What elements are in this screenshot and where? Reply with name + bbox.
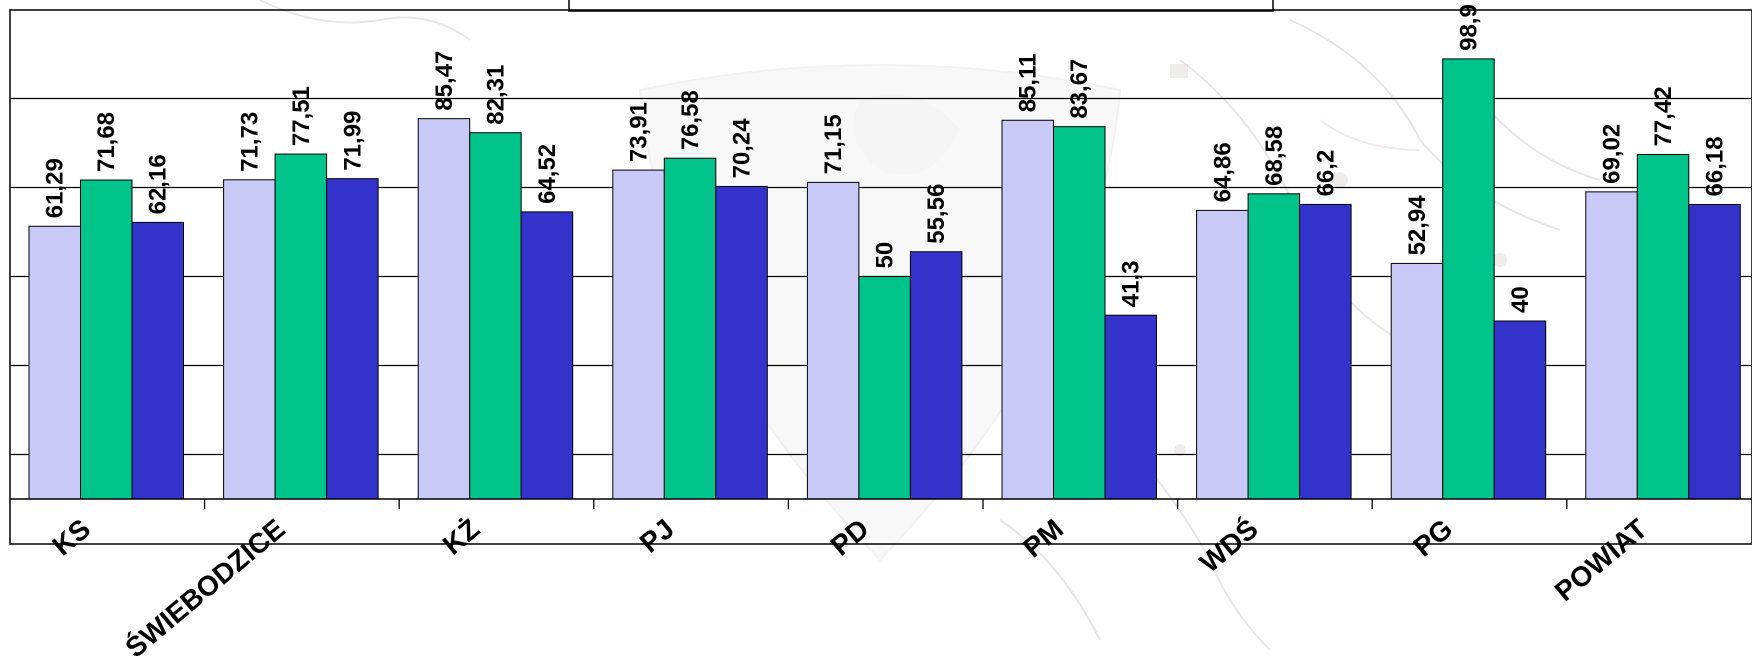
data-label: 68,58 [1261, 126, 1288, 186]
data-label: 50 [872, 242, 899, 269]
bar-POWIAT-s3 [1688, 203, 1741, 500]
chart-title-box [568, 0, 1274, 12]
bar-PD-s1 [806, 181, 860, 500]
data-label: 69,02 [1599, 124, 1626, 184]
data-label: 71,15 [820, 114, 847, 174]
bar-PM-s3 [1104, 314, 1157, 500]
data-label: 83,67 [1066, 59, 1093, 119]
bar-PG-s1 [1390, 262, 1444, 500]
bar-KŻ-s1 [417, 118, 471, 500]
data-label: 66,2 [1312, 150, 1339, 197]
x-tick-label: PD [825, 513, 875, 562]
data-label: 64,52 [534, 144, 561, 204]
data-label: 76,58 [677, 90, 704, 150]
x-tick-label: POWIAT [1549, 513, 1653, 607]
bar-PG-s2 [1442, 58, 1495, 500]
data-label: 77,51 [288, 86, 315, 146]
data-label: 85,47 [431, 51, 458, 111]
bar-ŚWIEBODZICE-s3 [326, 178, 379, 500]
data-label: 82,31 [482, 65, 509, 125]
bar-KŻ-s2 [469, 132, 522, 500]
data-label: 85,11 [1015, 54, 1042, 113]
bar-KS-s3 [131, 221, 184, 500]
data-label: 71,73 [236, 112, 263, 172]
data-label: 62,16 [145, 154, 172, 214]
data-label: 73,91 [626, 102, 653, 162]
x-tick-label: PM [1017, 513, 1069, 564]
bars [28, 58, 1741, 500]
bar-PJ-s1 [612, 169, 665, 500]
bar-POWIAT-s1 [1585, 191, 1638, 500]
bar-WDŚ-s1 [1196, 209, 1249, 500]
data-labels: 61,29 71,68 62,16 71,73 77,51 71,99 85,47 82,31… [42, 4, 1729, 313]
bar-PJ-s2 [663, 157, 717, 500]
x-tick-label: PG [1407, 513, 1458, 563]
x-tick-labels: KS ŚWIEBODZICE KŻ PJ PD PM WDŚ PG POWIAT [46, 513, 1653, 658]
data-label: 70,24 [729, 118, 756, 179]
bar-PM-s1 [1001, 119, 1054, 500]
data-label: 55,56 [923, 184, 950, 244]
data-label: 41,3 [1118, 260, 1145, 307]
data-label: 77,42 [1650, 86, 1677, 146]
data-label: 71,68 [93, 112, 120, 172]
bar-PD-s3 [909, 251, 963, 500]
bar-KS-s1 [28, 225, 81, 500]
bar-WDŚ-s2 [1247, 193, 1301, 500]
x-tick-label: KŻ [437, 513, 486, 561]
x-tick-label: PJ [634, 513, 680, 559]
data-label: 98,9 [1455, 4, 1482, 51]
x-tick-label: WDŚ [1194, 513, 1264, 579]
bar-PJ-s3 [715, 185, 768, 500]
data-label: 64,86 [1209, 142, 1236, 202]
x-tick-label: ŚWIEBODZICE [119, 513, 290, 658]
bar-POWIAT-s2 [1636, 153, 1690, 500]
x-tick-label: KS [46, 513, 96, 562]
data-label: 40 [1507, 286, 1534, 313]
bar-PM-s2 [1053, 126, 1106, 500]
data-label: 71,99 [339, 111, 366, 171]
data-label: 52,94 [1404, 195, 1431, 256]
bar-KŻ-s3 [520, 211, 574, 500]
x-axis [10, 498, 1752, 509]
bar-PG-s3 [1493, 320, 1547, 500]
bar-WDŚ-s3 [1299, 203, 1352, 500]
bar-PD-s2 [858, 276, 911, 500]
data-label: 61,29 [42, 158, 69, 218]
bar-KS-s2 [80, 179, 133, 500]
data-label: 66,18 [1702, 136, 1729, 196]
bar-ŚWIEBODZICE-s1 [223, 179, 276, 500]
bar-ŚWIEBODZICE-s2 [274, 153, 328, 500]
